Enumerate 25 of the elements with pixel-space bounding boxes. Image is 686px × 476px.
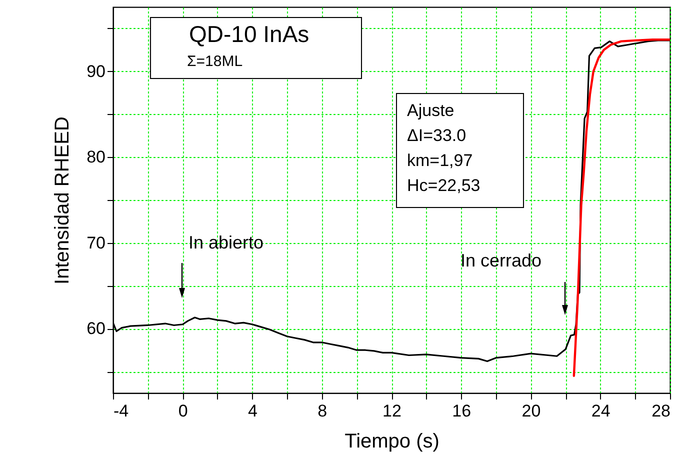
annotation: In abierto [188,232,264,254]
y-tick-label: 70 [86,233,106,252]
annotation: Ajuste [407,100,456,122]
annotation: Hc=22,53 [407,175,482,197]
x-tick-label: 28 [652,402,670,420]
annotation: In cerrado [460,250,542,272]
x-tick-label: 20 [522,402,541,420]
annotation: QD-10 InAs [189,21,310,48]
y-tick-label: 60 [86,319,106,338]
annotation: Σ=18ML [187,53,243,70]
text-panel: QD-10 InAs Σ=18ML [150,17,362,79]
line-series [572,38,670,377]
y-tick-label: 80 [86,148,106,167]
x-tick-label: -4 [114,402,129,420]
x-tick-label: 4 [248,402,258,420]
x-tick-label: 12 [382,402,402,420]
y-tick-label: 90 [86,62,106,81]
annotation: ΔI=33.0 [407,125,468,147]
x-tick-label: 0 [178,402,188,420]
annotation: km=1,97 [407,150,474,172]
x-tick-label: 8 [318,402,328,420]
x-tick-label: 24 [591,402,610,420]
x-axis-title: Tiempo (s) [344,430,440,452]
x-tick-label: 16 [452,402,472,420]
y-axis-title: Intensidad RHEED [52,116,74,284]
